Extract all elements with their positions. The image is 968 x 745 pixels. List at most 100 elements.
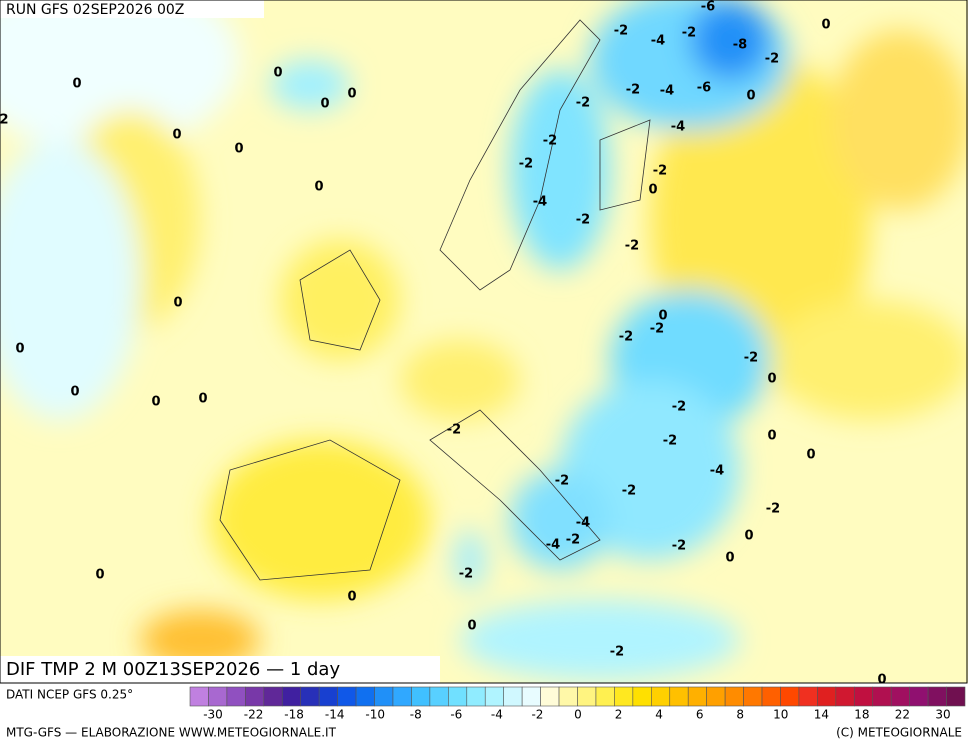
colorbar-swatch (189, 686, 209, 707)
coastline (219, 19, 651, 581)
contour-label: -2 (610, 645, 624, 660)
contour-label: 0 (347, 87, 356, 102)
contour-label: 0 (725, 551, 734, 566)
footer-right: (C) METEOGIORNALE (836, 726, 962, 740)
contour-label: 0 (320, 97, 329, 112)
colorbar-swatch (466, 686, 486, 707)
contour-label: -2 (576, 96, 590, 111)
contour-label: -2 (625, 239, 639, 254)
contour-label: -2 (626, 83, 640, 98)
contour-label: 0 (70, 385, 79, 400)
colorbar-swatch (281, 686, 302, 707)
colorbar-tick-label: 14 (814, 708, 829, 722)
contour-label: -2 (543, 134, 557, 149)
colorbar-swatch (318, 686, 338, 707)
contour-label: 0 (658, 309, 667, 324)
colorbar-tick-label: -6 (450, 708, 462, 722)
colorbar-tick-label: 10 (773, 708, 788, 722)
colorbar-tick-label: 8 (736, 708, 744, 722)
colorbar-swatch (724, 686, 744, 707)
colorbar-swatch (503, 686, 523, 707)
contour-label: -2 (682, 26, 696, 41)
colorbar-swatch (835, 686, 855, 707)
colorbar-swatch (853, 686, 874, 707)
contour-label: 0 (347, 590, 356, 605)
contour-label: -4 (710, 464, 724, 479)
contour-label: 0 (806, 448, 815, 463)
colorbar-swatch (817, 686, 837, 707)
contour-label: -2 (744, 351, 758, 366)
contour-label: 0 (15, 342, 24, 357)
contour-label: -2 (650, 322, 664, 337)
colorbar-swatch (245, 686, 265, 707)
colorbar-tick-label: -4 (491, 708, 503, 722)
colorbar-tick-label: -30 (203, 708, 223, 722)
colorbar-swatch (946, 686, 966, 707)
colorbar-swatch (392, 686, 412, 707)
colorbar-tick-label: -14 (325, 708, 345, 722)
title-box (0, 656, 440, 683)
contour-label: -4 (546, 538, 560, 553)
footer-left: MTG-GFS — ELABORAZIONE WWW.METEOGIORNALE… (6, 726, 337, 740)
colorbar-tick-label: 2 (615, 708, 623, 722)
colorbar-swatch (429, 686, 449, 707)
contour-label: -2 (663, 434, 677, 449)
colorbar-tick-label: 30 (935, 708, 950, 722)
colorbar-swatch (263, 686, 283, 707)
colorbar-swatch (208, 686, 228, 707)
colorbar-swatch (687, 686, 707, 707)
colorbar-swatch (743, 686, 763, 707)
contour-label: 0 (746, 89, 755, 104)
colorbar-swatch (761, 686, 781, 707)
contour-label: -2 (619, 330, 633, 345)
colorbar-swatch (798, 686, 818, 707)
colorbar-swatch (355, 686, 375, 707)
colorbar-swatch (577, 686, 597, 707)
contour-label: -2 (766, 502, 780, 517)
contour-label: 0 (648, 183, 657, 198)
colorbar-tick-label: 22 (895, 708, 910, 722)
contour-label: -2 (555, 474, 569, 489)
colorbar-swatch (632, 686, 652, 707)
colorbar-swatch (669, 686, 689, 707)
colorbar-swatch (337, 686, 357, 707)
colorbar-swatch (374, 686, 394, 707)
contour-label: -2 (566, 533, 580, 548)
colorbar-swatch (300, 686, 320, 707)
contour-label: 0 (744, 529, 753, 544)
contour-label: 0 (314, 180, 323, 195)
colorbar-swatch (484, 686, 504, 707)
colorbar-tick-label: 6 (696, 708, 704, 722)
colorbar-swatch (890, 686, 910, 707)
contour-label: -4 (533, 195, 547, 210)
colorbar-swatch (226, 686, 246, 707)
contour-label: -8 (733, 38, 747, 53)
contour-label: 0 (767, 372, 776, 387)
contour-label: -2 (459, 567, 473, 582)
colorbar-tick-label: 18 (854, 708, 869, 722)
contour-label: -2 (519, 157, 533, 172)
colorbar-swatch (521, 686, 541, 707)
contour-label: -6 (701, 0, 715, 15)
contour-label: 0 (95, 568, 104, 583)
colorbar-swatch (872, 686, 892, 707)
contour-label: -2 (614, 24, 628, 39)
contour-label: -4 (671, 120, 685, 135)
run-label: RUN GFS 02SEP2026 00Z (6, 2, 184, 18)
contour-label: 0 (198, 392, 207, 407)
contour-label: -2 (653, 164, 667, 179)
header-box (0, 0, 264, 18)
colorbar-swatch (411, 686, 431, 707)
contour-label: -4 (660, 84, 674, 99)
colorbar-tick-label: -18 (284, 708, 304, 722)
colorbar-tick-label: -22 (244, 708, 264, 722)
contour-label: 0 (821, 18, 830, 33)
map-field: RUN GFS 02SEP2026 00Z DIF TMP 2 M 00Z13S… (0, 0, 968, 683)
contour-label: -4 (651, 34, 665, 49)
map-title: DIF TMP 2 M 00Z13SEP2026 — 1 day (6, 659, 340, 680)
contour-label: -2 (672, 539, 686, 554)
colorbar-tick-label: 0 (574, 708, 582, 722)
contour-label: -2 (765, 52, 779, 67)
contour-label: -4 (576, 516, 590, 531)
